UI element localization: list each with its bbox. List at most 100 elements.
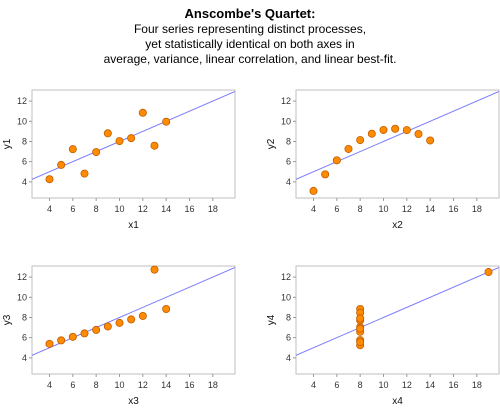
best-fit-line (296, 267, 499, 356)
y-tick-label: 6 (286, 157, 291, 167)
x-axis-label: x1 (128, 220, 139, 231)
y-tick-label: 10 (17, 116, 27, 126)
x-tick-label: 6 (70, 204, 75, 214)
best-fit-line (296, 91, 499, 180)
data-point (150, 265, 159, 274)
scatter-panel-2: 4 6 8 10 12 14 16 18 4 6 8 10 12 x2 y2 (266, 89, 500, 231)
y-tick-label: 4 (22, 177, 27, 187)
x-tick-label: 6 (334, 380, 339, 390)
x-tick-label: 14 (161, 204, 171, 214)
data-point (103, 129, 112, 138)
best-fit-line (32, 267, 235, 356)
x-tick-label: 10 (378, 380, 388, 390)
y-axis-label: y4 (266, 314, 277, 325)
subtitle-line-1: Four series representing distinct proces… (133, 22, 367, 36)
data-point (356, 314, 365, 323)
data-point (162, 117, 171, 126)
x-axis-label: x3 (128, 396, 139, 407)
x-tick-label: 10 (114, 204, 124, 214)
data-point (484, 268, 493, 277)
x-tick-label: 12 (402, 380, 412, 390)
plot-frame (295, 89, 500, 199)
data-point (402, 126, 411, 135)
x-tick-label: 8 (94, 380, 99, 390)
y-tick-label: 10 (281, 292, 291, 302)
subtitle-line-2: yet statistically identical on both axes… (145, 37, 355, 51)
data-point (391, 124, 400, 133)
y-tick-label: 12 (17, 272, 27, 282)
x-tick-label: 12 (138, 204, 148, 214)
data-point (414, 130, 423, 139)
x-tick-label: 18 (208, 204, 218, 214)
plot-frame (31, 89, 236, 199)
data-point (379, 125, 388, 134)
plot-frame (295, 265, 500, 375)
data-point (138, 108, 147, 117)
data-point (80, 329, 89, 338)
x-tick-label: 8 (358, 380, 363, 390)
y-tick-label: 8 (22, 312, 27, 322)
x-axis-label: x4 (392, 396, 403, 407)
data-point (426, 136, 435, 145)
data-point (138, 311, 147, 320)
y-tick-label: 4 (22, 353, 27, 363)
data-point (80, 169, 89, 178)
data-point (127, 134, 136, 143)
y-axis-label: y2 (266, 138, 277, 149)
x-tick-label: 14 (161, 380, 171, 390)
chart-title: Anscombe's Quartet: (184, 6, 316, 21)
data-point (103, 322, 112, 331)
subtitle-line-3: average, variance, linear correlation, a… (103, 52, 397, 66)
data-point (367, 129, 376, 138)
x-tick-label: 18 (208, 380, 218, 390)
y-tick-label: 6 (286, 333, 291, 343)
x-axis-label: x2 (392, 220, 403, 231)
data-point (344, 144, 353, 153)
x-tick-label: 14 (425, 380, 435, 390)
x-tick-label: 8 (94, 204, 99, 214)
data-point (115, 137, 124, 146)
y-tick-label: 4 (286, 353, 291, 363)
y-tick-label: 8 (286, 312, 291, 322)
data-point (115, 318, 124, 327)
x-tick-label: 16 (448, 380, 458, 390)
scatter-panel-4: 4 6 8 10 12 14 16 18 4 6 8 10 12 x4 y4 (266, 265, 500, 407)
y-tick-label: 12 (281, 96, 291, 106)
x-tick-label: 8 (358, 204, 363, 214)
x-tick-label: 16 (184, 204, 194, 214)
y-axis-label: y1 (2, 138, 13, 149)
y-tick-label: 6 (22, 333, 27, 343)
x-tick-label: 14 (425, 204, 435, 214)
y-tick-label: 8 (22, 136, 27, 146)
scatter-panel-3: 4 6 8 10 12 14 16 18 4 6 8 10 12 x3 y3 (2, 265, 236, 407)
data-point (92, 148, 101, 157)
y-axis-label: y3 (2, 314, 13, 325)
x-tick-label: 4 (311, 204, 316, 214)
y-tick-label: 12 (17, 96, 27, 106)
data-point (356, 136, 365, 145)
data-point (150, 141, 159, 150)
data-point (45, 175, 54, 184)
data-point (127, 315, 136, 324)
chart-header: Anscombe's Quartet: Four series represen… (0, 6, 500, 67)
y-tick-label: 10 (281, 116, 291, 126)
x-tick-label: 12 (138, 380, 148, 390)
y-tick-label: 4 (286, 177, 291, 187)
x-tick-label: 18 (472, 380, 482, 390)
scatter-panel-1: 4 6 8 10 12 14 16 18 4 6 8 10 12 x1 y1 (2, 89, 236, 231)
data-point (356, 338, 365, 347)
data-point (162, 304, 171, 313)
y-tick-label: 12 (281, 272, 291, 282)
x-tick-label: 12 (402, 204, 412, 214)
x-tick-label: 4 (47, 380, 52, 390)
x-tick-label: 6 (334, 204, 339, 214)
x-tick-label: 4 (47, 204, 52, 214)
x-tick-label: 10 (114, 380, 124, 390)
data-point (57, 336, 66, 345)
data-point (57, 160, 66, 169)
y-tick-label: 10 (17, 292, 27, 302)
data-point (321, 170, 330, 179)
data-point (45, 339, 54, 348)
data-point (92, 325, 101, 334)
